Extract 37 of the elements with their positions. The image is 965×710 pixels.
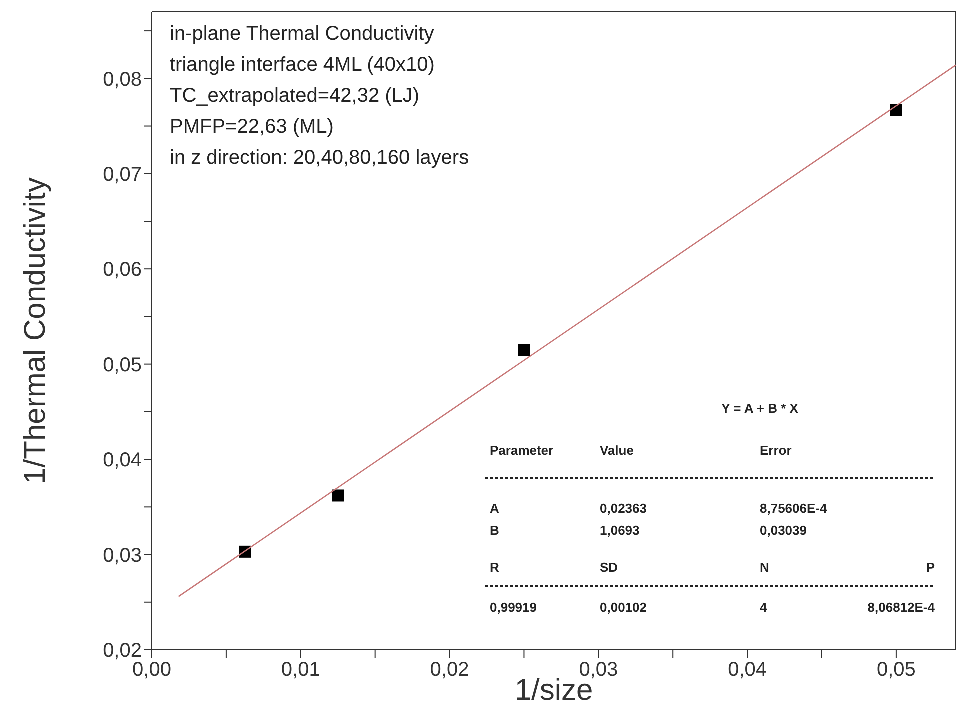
annotation: P: [926, 560, 936, 575]
annotation: 0,99919: [490, 600, 537, 615]
point: [332, 490, 344, 502]
annotation: R: [490, 560, 500, 575]
annotation: 8,75606E-4: [760, 501, 828, 516]
annotation: 0,03039: [760, 523, 807, 538]
y-tick-label: 0,05: [103, 354, 142, 376]
annotation: in z direction: 20,40,80,160 layers: [170, 147, 470, 169]
annotation: 1,0693: [600, 523, 640, 538]
annotation: B: [490, 523, 500, 538]
annotation: 4: [760, 600, 768, 615]
x-tick-label: 0,05: [876, 659, 916, 682]
y-tick-label: 0,07: [103, 164, 142, 186]
annotation: TC_extrapolated=42,32 (LJ): [170, 85, 420, 107]
annotation: in-plane Thermal Conductivity: [170, 23, 434, 45]
x-tick-label: 0,01: [281, 659, 320, 682]
annotation: A: [490, 501, 500, 516]
annotation: PMFP=22,63 (ML): [170, 116, 334, 138]
annotation: Error: [760, 443, 792, 458]
annotation: SD: [600, 560, 618, 575]
point: [890, 104, 902, 116]
point: [518, 344, 530, 356]
y-axis-title: 1/Thermal Conductivity: [19, 178, 52, 484]
y-tick-label: 0,04: [103, 450, 142, 472]
annotation: Value: [600, 443, 634, 458]
annotation: N: [760, 560, 770, 575]
annotation: Parameter: [490, 443, 554, 458]
annotation: Y = A + B * X: [722, 401, 799, 416]
y-tick-label: 0,06: [103, 259, 142, 282]
annotation: triangle interface 4ML (40x10): [170, 54, 435, 76]
annotation: 0,02363: [600, 501, 647, 516]
annotation: 8,06812E-4: [868, 600, 936, 615]
x-tick-label: 0,04: [728, 659, 768, 682]
y-tick-label: 0,03: [103, 544, 142, 567]
x-tick-label: 0,02: [430, 659, 470, 682]
y-tick-label: 0,08: [103, 68, 142, 91]
annotation: 0,00102: [600, 600, 647, 615]
